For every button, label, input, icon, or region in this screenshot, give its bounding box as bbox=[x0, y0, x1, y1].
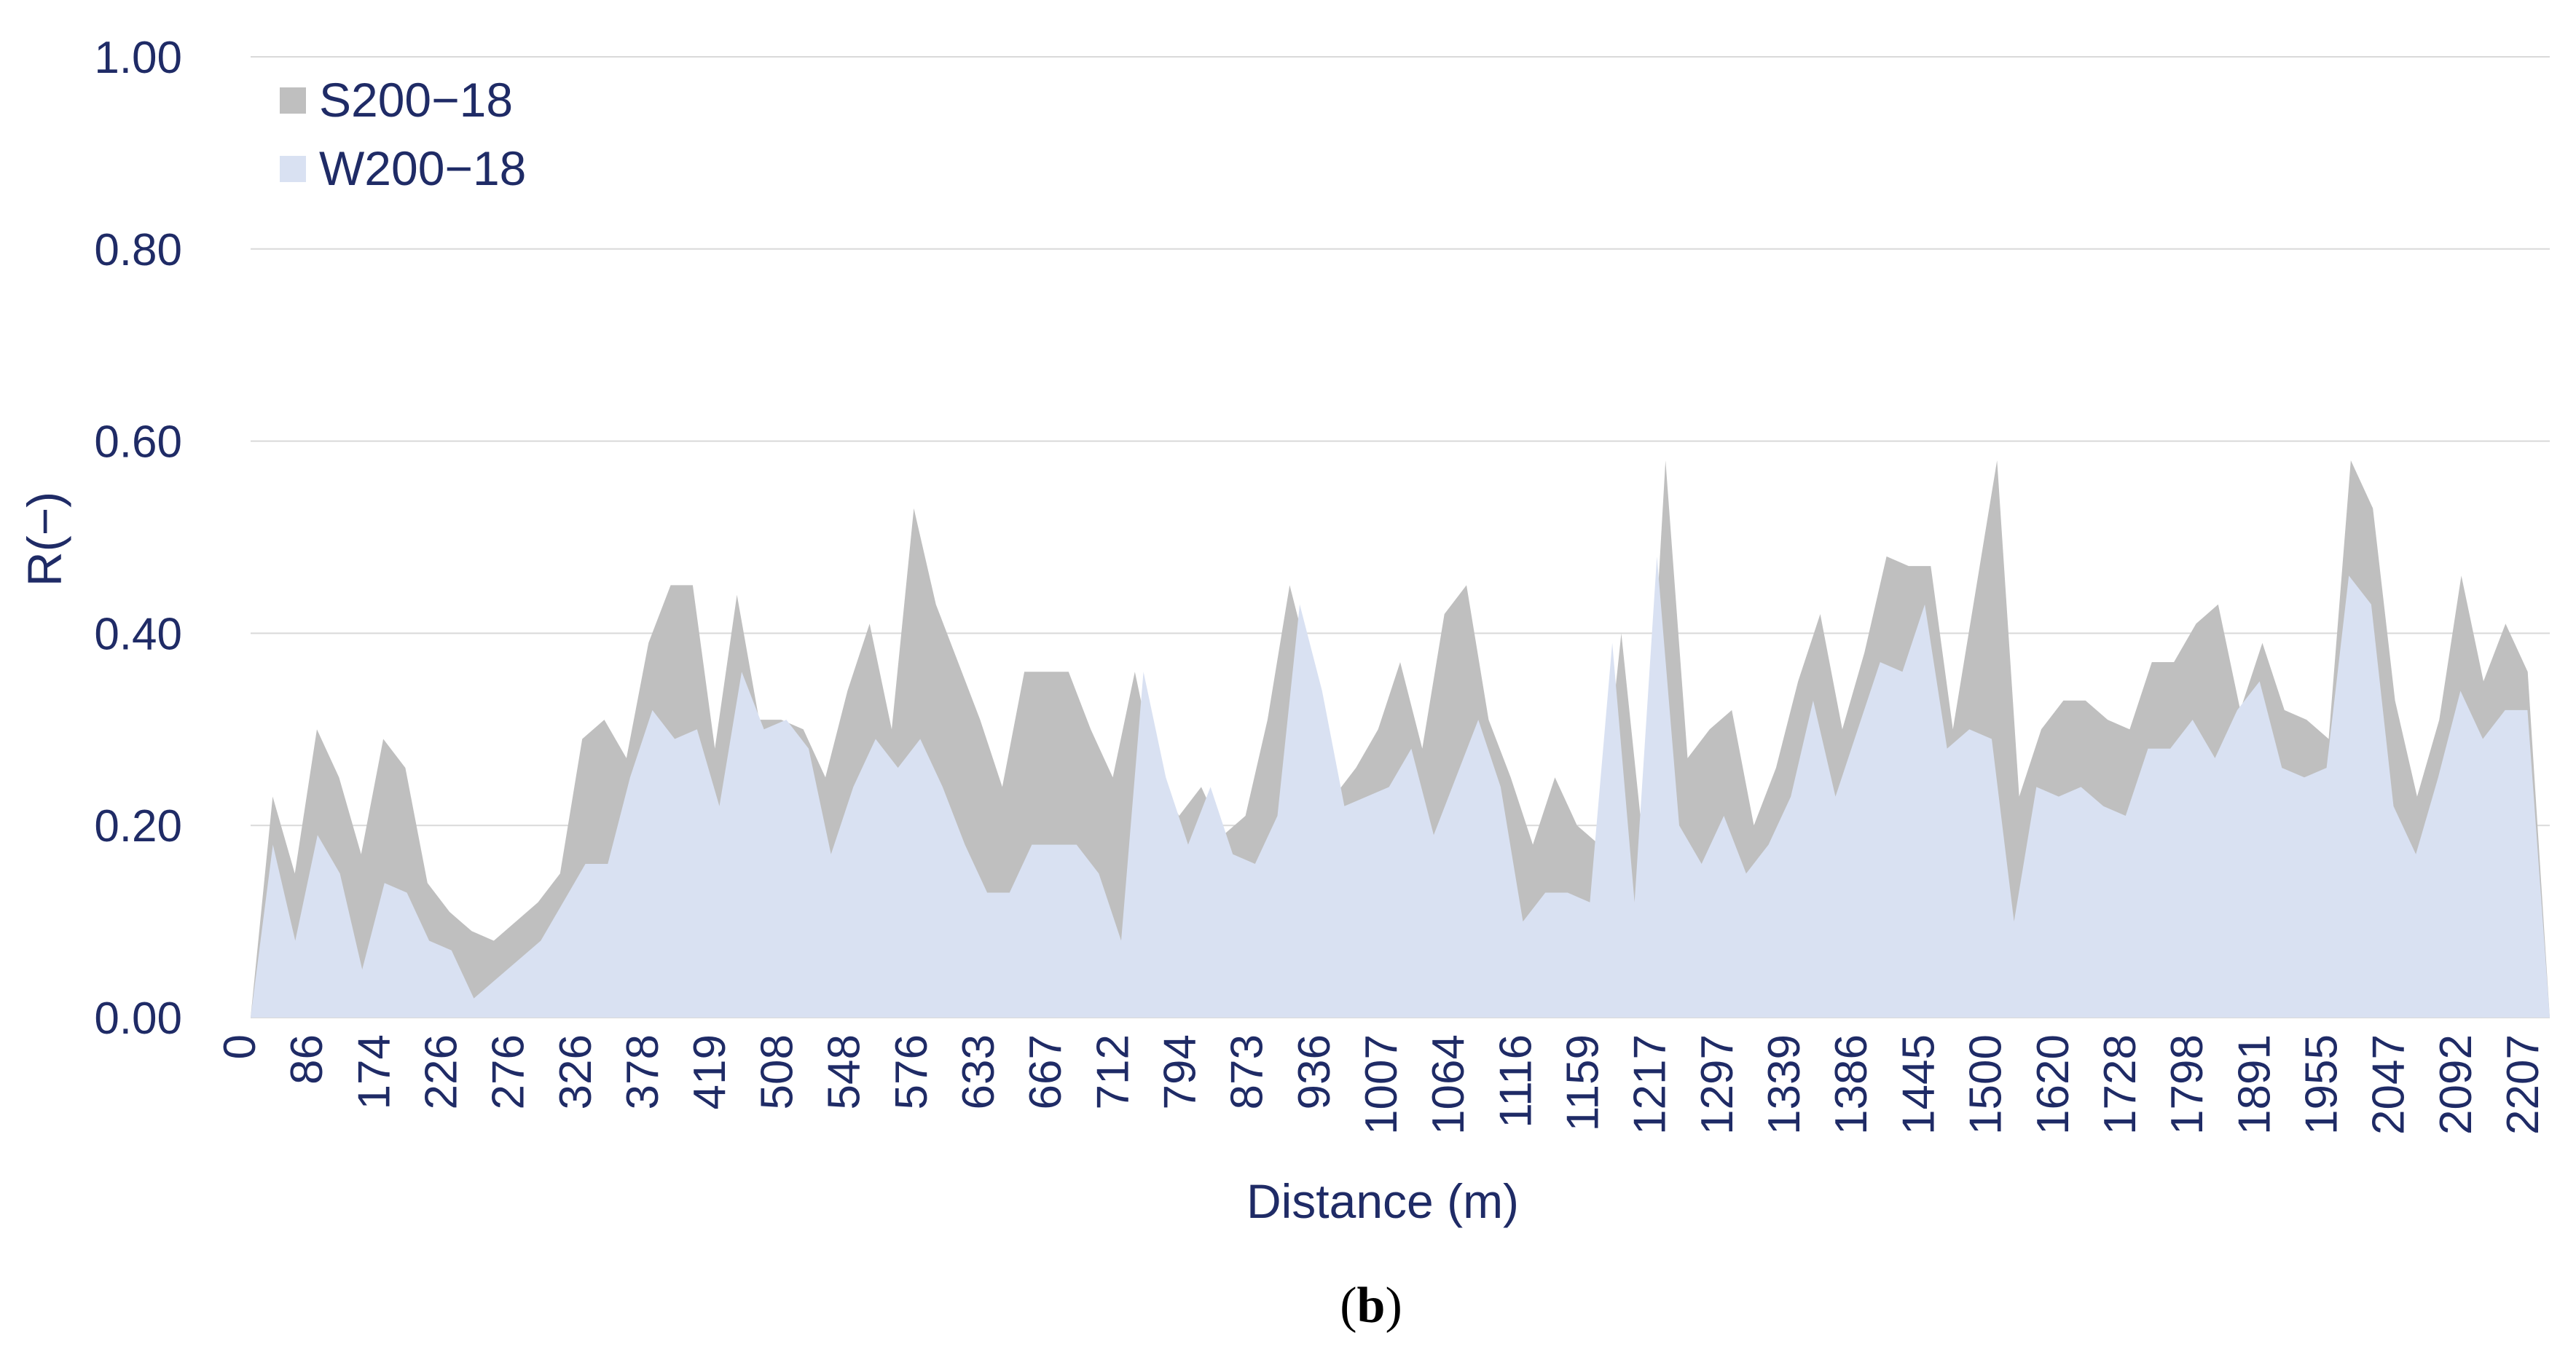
x-tick-label: 667 bbox=[1021, 1034, 1071, 1109]
x-tick-label: 1728 bbox=[2095, 1034, 2145, 1135]
x-tick-label: 794 bbox=[1155, 1034, 1206, 1109]
x-tick-label: 1386 bbox=[1826, 1034, 1877, 1135]
legend-label-s200-18: S200−18 bbox=[319, 73, 513, 127]
y-axis: 0.00 0.20 0.40 0.60 0.80 1.00 bbox=[94, 33, 182, 1044]
x-tick-label: 326 bbox=[551, 1034, 601, 1109]
x-tick-label: 1064 bbox=[1424, 1034, 1474, 1135]
x-tick-label: 873 bbox=[1222, 1034, 1273, 1109]
x-tick-label: 1116 bbox=[1491, 1034, 1541, 1128]
x-tick-label: 419 bbox=[685, 1034, 735, 1109]
x-tick-label: 1339 bbox=[1759, 1034, 1810, 1135]
x-tick-label: 1955 bbox=[2297, 1034, 2347, 1135]
area-series-w200-18 bbox=[251, 556, 2550, 1018]
x-tick-label: 1620 bbox=[2028, 1034, 2078, 1135]
x-tick-label: 936 bbox=[1289, 1034, 1340, 1109]
legend-swatch-s200-18 bbox=[280, 87, 306, 114]
y-tick-label: 0.60 bbox=[94, 417, 182, 468]
x-axis: 0 86 174 226 276 326 378 419 508 548 576 633 667 712 7… bbox=[215, 1034, 2548, 1135]
x-tick-label: 576 bbox=[887, 1034, 937, 1109]
x-tick-label: 508 bbox=[752, 1034, 802, 1109]
x-tick-label: 276 bbox=[484, 1034, 534, 1109]
x-tick-label: 1007 bbox=[1356, 1034, 1407, 1135]
x-tick-label: 226 bbox=[417, 1034, 467, 1109]
x-tick-label: 2047 bbox=[2364, 1034, 2414, 1135]
x-axis-title: Distance (m) bbox=[1246, 1174, 1519, 1228]
x-tick-label: 0 bbox=[215, 1034, 265, 1059]
figure-caption: (b) bbox=[1340, 1278, 1402, 1334]
x-tick-label: 174 bbox=[349, 1034, 399, 1109]
x-tick-label: 1891 bbox=[2229, 1034, 2279, 1135]
x-tick-label: 1159 bbox=[1558, 1034, 1609, 1131]
x-tick-label: 1297 bbox=[1692, 1034, 1743, 1135]
x-tick-label: 1217 bbox=[1625, 1034, 1676, 1135]
x-tick-label: 1798 bbox=[2162, 1034, 2212, 1135]
y-tick-label: 0.00 bbox=[94, 994, 182, 1044]
legend-label-w200-18: W200−18 bbox=[319, 141, 526, 195]
x-tick-label: 2092 bbox=[2431, 1034, 2481, 1135]
x-tick-label: 712 bbox=[1088, 1034, 1138, 1109]
y-tick-label: 0.20 bbox=[94, 801, 182, 852]
area-series-group bbox=[251, 460, 2550, 1018]
legend: S200−18 W200−18 bbox=[280, 73, 526, 195]
legend-swatch-w200-18 bbox=[280, 156, 306, 182]
x-tick-label: 2207 bbox=[2498, 1034, 2548, 1135]
caption-letter: b bbox=[1357, 1278, 1386, 1334]
x-tick-label: 548 bbox=[820, 1034, 870, 1109]
y-tick-label: 0.40 bbox=[94, 609, 182, 659]
x-tick-label: 1500 bbox=[1961, 1034, 2011, 1135]
x-tick-label: 1445 bbox=[1893, 1034, 1944, 1135]
x-tick-label: 378 bbox=[618, 1034, 668, 1109]
y-tick-label: 1.00 bbox=[94, 33, 182, 83]
y-axis-title: R(−) bbox=[17, 492, 71, 586]
x-tick-label: 633 bbox=[954, 1034, 1004, 1109]
y-tick-label: 0.80 bbox=[94, 225, 182, 275]
x-tick-label: 86 bbox=[282, 1034, 332, 1085]
